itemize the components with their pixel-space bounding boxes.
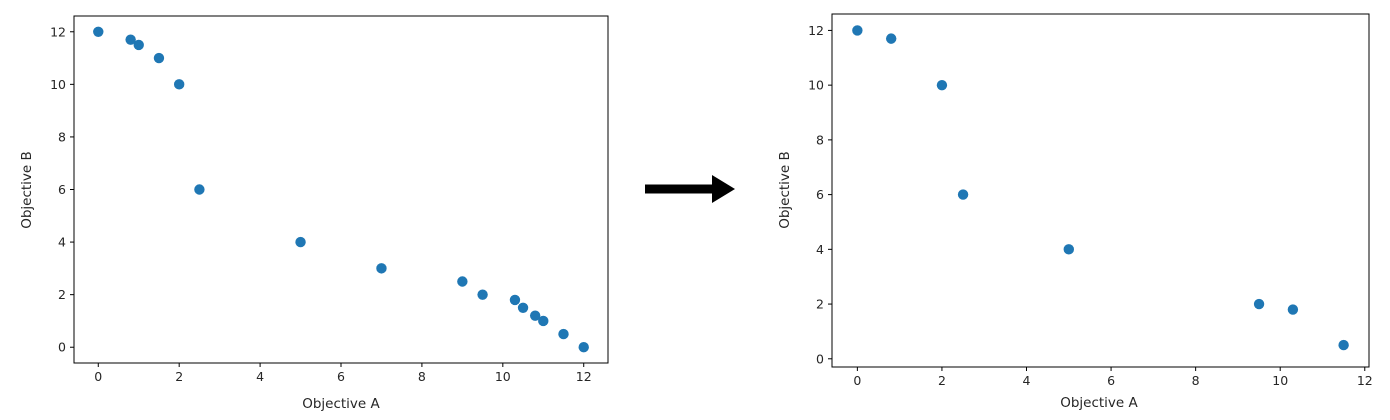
y-tick-label: 6 [816,187,824,202]
y-tick-label: 2 [58,287,66,302]
data-point [1063,244,1074,255]
y-tick-label: 12 [50,24,66,39]
x-tick-label: 12 [576,369,592,384]
ticks-group: 0 2 4 6 8 10 12 0 2 4 6 8 10 12 [808,23,1373,388]
x-tick-label: 10 [1272,373,1288,388]
data-point [957,189,969,200]
x-tick-label: 10 [495,369,511,384]
data-point [936,79,948,91]
x-tick-label: 2 [938,373,946,388]
y-axis-label: Objective B [19,151,35,229]
data-point [133,39,144,51]
chart-after-filter: 0 2 4 6 8 10 12 0 2 4 6 8 10 12 Objective A Objective… [777,13,1373,411]
x-tick-label: 12 [1357,373,1373,388]
y-tick-label: 2 [816,297,824,312]
y-tick-label: 0 [58,340,66,355]
x-tick-label: 0 [94,369,102,384]
y-tick-label: 10 [50,77,66,92]
data-point [558,328,569,340]
data-point [885,33,897,44]
y-tick-label: 0 [816,351,824,366]
y-tick-label: 4 [58,235,66,250]
data-point [477,289,488,300]
points-group [852,25,1349,351]
data-point [852,25,863,36]
x-tick-label: 8 [1192,373,1200,388]
data-point [295,236,306,248]
ticks-group: 0 2 4 6 8 10 12 0 2 4 6 8 10 12 [50,24,592,384]
plot-area-frame [73,15,609,364]
y-tick-label: 8 [58,129,66,144]
plot-area-frame [831,13,1370,368]
y-tick-label: 12 [808,23,824,38]
y-tick-label: 4 [816,242,824,257]
x-tick-label: 0 [853,373,861,388]
chart-before-filter: 0 2 4 6 8 10 12 0 2 4 6 8 10 12 Objective A Objective… [19,15,609,412]
x-axis-label: Objective A [302,396,380,412]
data-point [93,26,104,37]
y-tick-label: 8 [816,132,824,147]
x-tick-label: 2 [175,369,183,384]
arrow-head [712,175,735,203]
data-point [173,79,185,90]
data-point [517,302,529,313]
data-point [538,315,549,327]
x-tick-label: 4 [1023,373,1031,388]
data-point [153,52,165,64]
data-point [578,342,589,353]
y-axis-label: Objective B [777,151,793,229]
data-point [509,294,521,306]
x-tick-label: 6 [337,369,345,384]
data-point [376,263,387,274]
data-point [1253,298,1265,310]
x-tick-label: 8 [418,369,426,384]
data-point [1338,339,1349,351]
data-point [529,310,541,321]
y-tick-label: 10 [808,78,824,93]
points-group [93,26,589,353]
x-tick-label: 4 [256,369,264,384]
x-axis-label: Objective A [1060,395,1138,411]
data-point [457,276,468,287]
x-tick-label: 6 [1107,373,1115,388]
data-point [194,184,205,195]
right-arrow [645,175,735,203]
y-tick-label: 6 [58,182,66,197]
data-point [1287,304,1299,315]
data-point [125,34,136,45]
